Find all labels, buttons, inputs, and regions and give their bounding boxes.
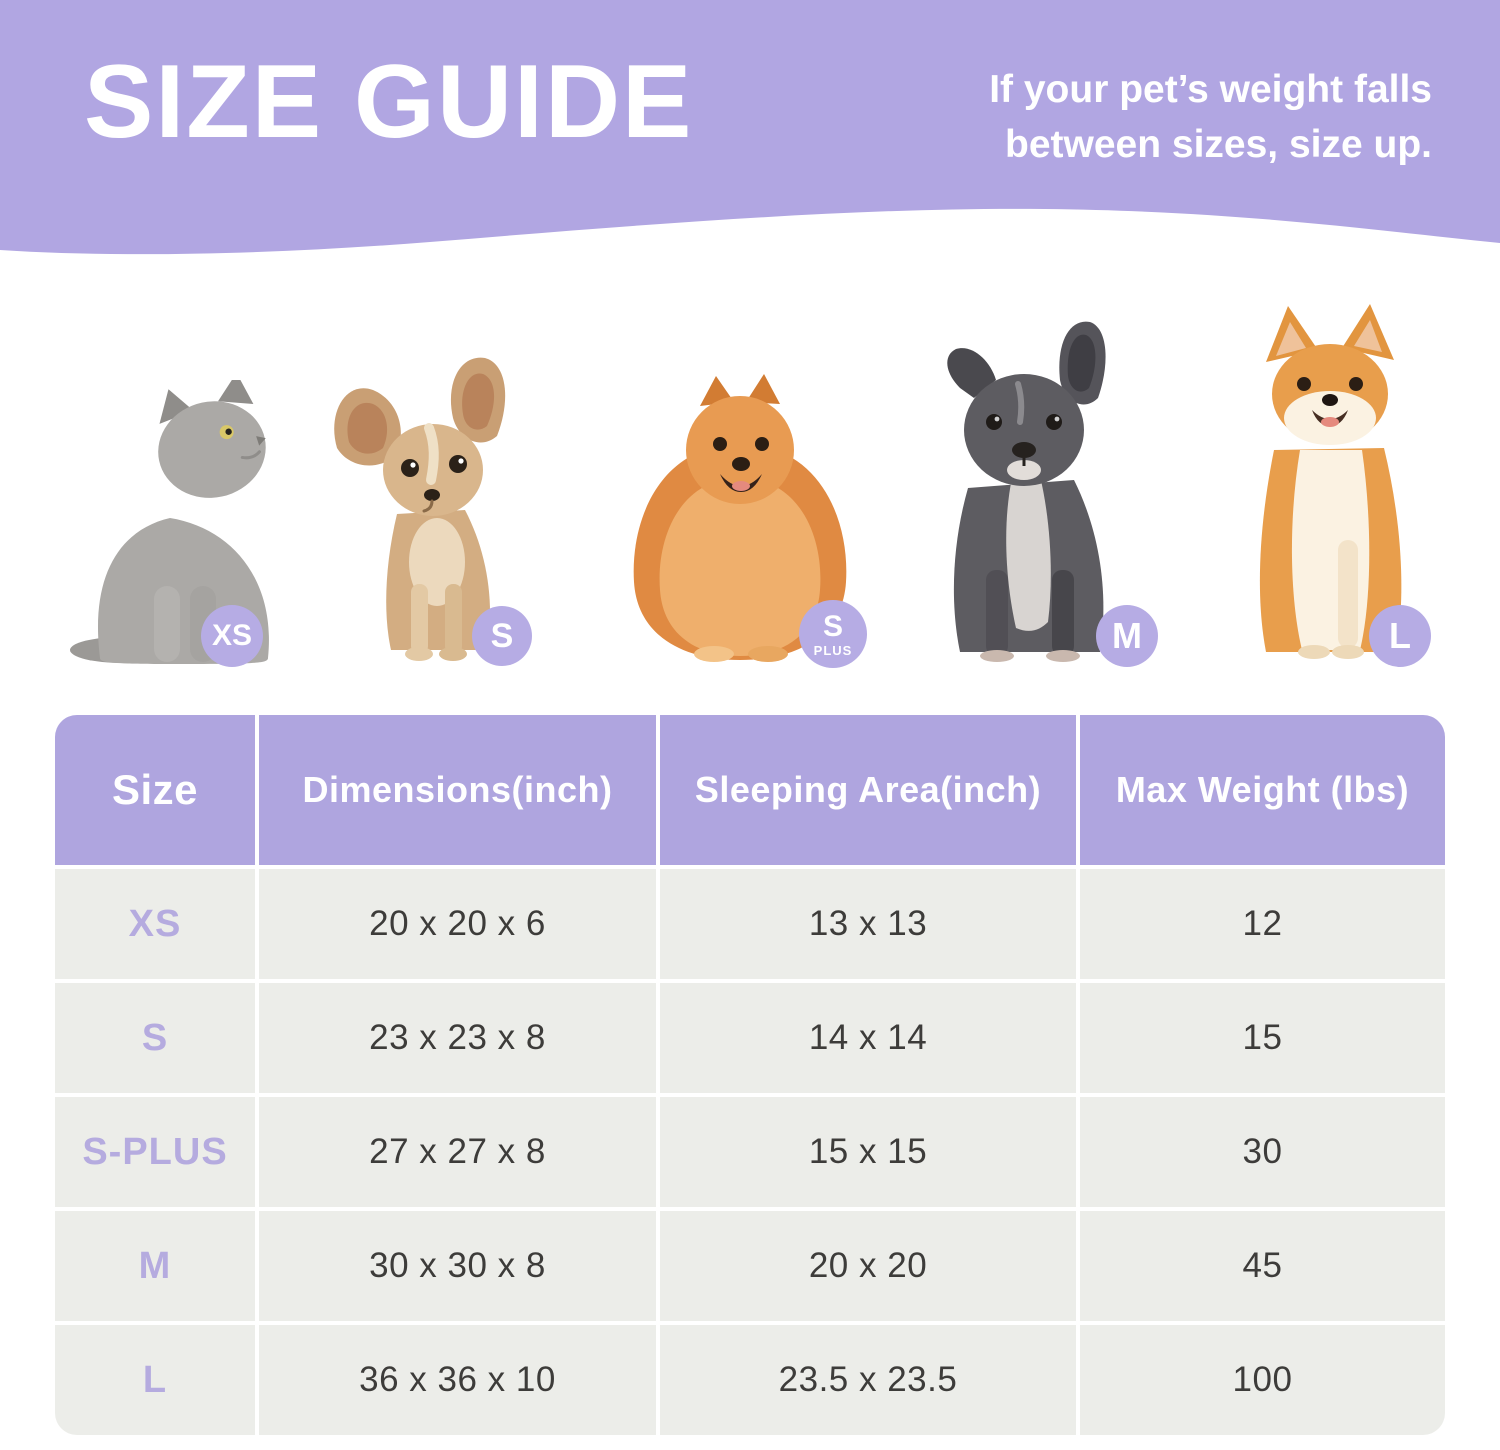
cat-photo [70, 380, 269, 664]
page-title: SIZE GUIDE [84, 44, 694, 160]
size-badge-s-label: S [490, 617, 514, 655]
row-l-size: L [55, 1325, 255, 1435]
row-l-dimensions: 36 x 36 x 10 [259, 1325, 656, 1435]
row-xs-size: XS [55, 869, 255, 979]
column-header-max-weight: Max Weight (lbs) [1080, 715, 1445, 865]
row-xs-dimensions: 20 x 20 x 6 [259, 869, 656, 979]
row-s-plus-size: S-PLUS [55, 1097, 255, 1207]
size-badge-s-plus: S PLUS [799, 600, 867, 668]
size-badge-m: M [1096, 605, 1158, 667]
size-badge-l-label: L [1389, 615, 1411, 656]
header-note-line1: If your pet’s weight falls [989, 68, 1432, 111]
french-bulldog-photo [947, 321, 1106, 662]
row-l-sleeping-area: 23.5 x 23.5 [660, 1325, 1076, 1435]
size-badge-s-plus-sublabel: PLUS [813, 642, 853, 658]
chihuahua-photo [334, 357, 506, 661]
row-s-dimensions: 23 x 23 x 8 [259, 983, 656, 1093]
column-header-sleeping-area: Sleeping Area(inch) [660, 715, 1076, 865]
column-header-size: Size [55, 715, 255, 865]
row-s-plus-dimensions: 27 x 27 x 8 [259, 1097, 656, 1207]
hero-wave-band [0, 0, 1500, 255]
size-badge-l: L [1369, 605, 1431, 667]
row-xs-sleeping-area: 13 x 13 [660, 869, 1076, 979]
row-m-size: M [55, 1211, 255, 1321]
header-note-line2: between sizes, size up. [1005, 123, 1432, 167]
size-badge-m-label: M [1112, 615, 1142, 656]
row-s-plus-sleeping-area: 15 x 15 [660, 1097, 1076, 1207]
header-note: If your pet’s weight falls between sizes… [989, 62, 1432, 173]
row-l-max-weight: 100 [1080, 1325, 1445, 1435]
row-m-dimensions: 30 x 30 x 8 [259, 1211, 656, 1321]
row-s-size: S [55, 983, 255, 1093]
size-badge-xs: XS [201, 605, 263, 667]
row-s-sleeping-area: 14 x 14 [660, 983, 1076, 1093]
pomeranian-photo [633, 374, 847, 662]
column-header-dimensions: Dimensions(inch) [259, 715, 656, 865]
size-badge-s: S [472, 606, 532, 666]
row-s-max-weight: 15 [1080, 983, 1445, 1093]
size-table: Size Dimensions(inch) Sleeping Area(inch… [55, 715, 1445, 1435]
shiba-inu-photo [1259, 304, 1402, 659]
row-s-plus-max-weight: 30 [1080, 1097, 1445, 1207]
size-badge-s-plus-label: S [822, 609, 843, 643]
row-xs-max-weight: 12 [1080, 869, 1445, 979]
row-m-max-weight: 45 [1080, 1211, 1445, 1321]
size-badge-xs-label: XS [211, 619, 253, 652]
row-m-sleeping-area: 20 x 20 [660, 1211, 1076, 1321]
